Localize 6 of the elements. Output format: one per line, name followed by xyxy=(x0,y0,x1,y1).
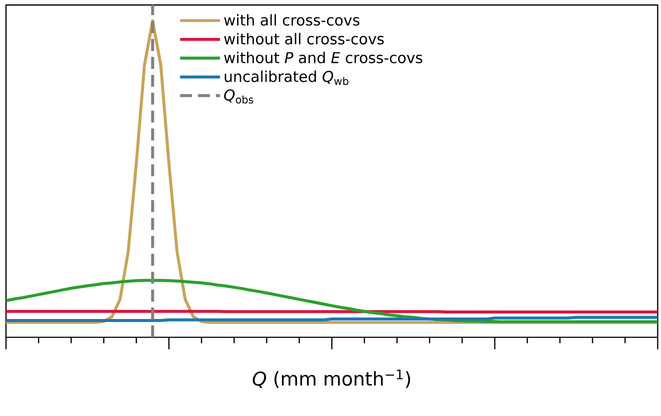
legend-label: without all cross-covs xyxy=(224,32,384,44)
x-axis-title: Q (mm month$^{−1}$) xyxy=(252,370,410,388)
legend-label: uncalibrated Q$_{wb}$ xyxy=(224,70,348,85)
legend-label: without P and E cross-covs xyxy=(224,52,422,64)
text: Q$_{obs}$ xyxy=(224,89,254,104)
legend-label: with all cross-covs xyxy=(224,14,360,26)
